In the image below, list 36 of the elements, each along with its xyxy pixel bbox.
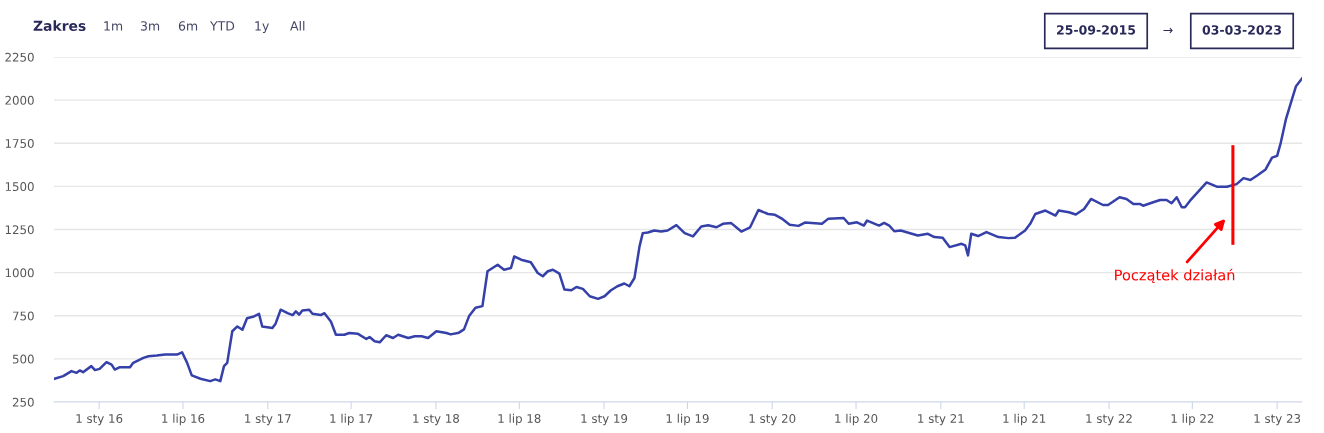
- y-tick-label: 2250: [5, 52, 34, 62]
- text: All: [290, 20, 305, 31]
- text: 25-09-2015: [1057, 25, 1136, 35]
- x-tick-label: 1 lip 20: [835, 413, 878, 426]
- y-tick-label: 1500: [5, 182, 34, 192]
- x-tick-label: 1 lip 22: [1171, 413, 1214, 426]
- ref-line-label: Początek działań: [1115, 268, 1235, 284]
- line-series: [54, 77, 1302, 383]
- x-tick-label: 1 lip 19: [666, 413, 709, 426]
- x-tick-label: 1 lip 18: [498, 413, 541, 426]
- x-tick-label: 1 lip 21: [1003, 413, 1046, 426]
- x-tick-label: 1 sty 18: [413, 414, 459, 426]
- y-tick-label: 1000: [5, 268, 34, 278]
- y-tick-label: 2000: [5, 95, 34, 105]
- x-tick-label: 1 lip 16: [162, 413, 205, 426]
- x-tick-label: 1 sty 16: [76, 414, 123, 426]
- y-tick-label: 1250: [5, 225, 34, 235]
- text: YTD: [209, 21, 235, 31]
- text: Zakres: [33, 20, 86, 32]
- x-tick-label: 1 sty 22: [1086, 414, 1132, 426]
- y-tick-label: 500: [12, 354, 34, 364]
- y-tick-label: 250: [12, 397, 34, 407]
- text: 1m: [104, 21, 123, 31]
- text: →: [1163, 27, 1173, 34]
- text: 1y: [255, 21, 269, 34]
- x-tick-label: 1 sty 20: [749, 414, 796, 426]
- x-tick-label: 1 sty 21: [918, 414, 964, 426]
- x-tick-label: 1 lip 17: [330, 413, 373, 426]
- y-tick-label: 750: [12, 311, 34, 321]
- text: 03-03-2023: [1202, 25, 1281, 35]
- x-tick-label: 1 sty 23: [1254, 414, 1301, 426]
- text: 6m: [178, 21, 198, 31]
- text: 3m: [140, 21, 160, 31]
- x-tick-label: 1 sty 19: [581, 414, 628, 426]
- y-tick-label: 1750: [5, 138, 34, 148]
- x-tick-label: 1 sty 17: [245, 414, 291, 426]
